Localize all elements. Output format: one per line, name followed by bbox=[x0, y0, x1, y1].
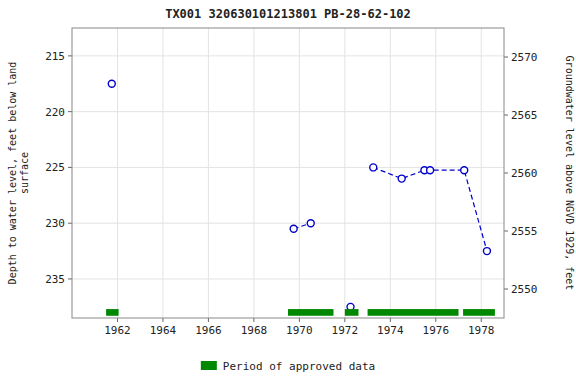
y-grid-line bbox=[72, 55, 504, 56]
y-axis-label-line: surface bbox=[19, 152, 30, 194]
x-tick bbox=[253, 318, 254, 322]
x-grid-line bbox=[162, 28, 163, 318]
x-tick bbox=[299, 318, 300, 322]
legend: Period of approved data bbox=[201, 360, 375, 373]
y-tick bbox=[68, 278, 72, 279]
x-tick-label: 1972 bbox=[332, 324, 359, 337]
x-tick bbox=[162, 318, 163, 322]
x-grid-line bbox=[344, 28, 345, 318]
plot-background bbox=[72, 28, 504, 318]
x-grid-line bbox=[208, 28, 209, 318]
x-tick-label: 1970 bbox=[286, 324, 313, 337]
series-marker bbox=[427, 167, 434, 174]
legend-label: Period of approved data bbox=[223, 360, 375, 373]
y2-tick bbox=[504, 115, 508, 116]
grid bbox=[72, 28, 504, 318]
series-marker bbox=[370, 164, 377, 171]
title: TX001 320630101213801 PB-28-62-102 bbox=[165, 7, 411, 21]
x-grid-line bbox=[481, 28, 482, 318]
approved-period-bar bbox=[345, 309, 359, 316]
x-tick bbox=[435, 318, 436, 322]
x-grid-line bbox=[253, 28, 254, 318]
series-marker bbox=[307, 220, 314, 227]
y-tick-label: 215 bbox=[45, 50, 65, 63]
y-tick-label: 235 bbox=[45, 273, 65, 286]
x-tick bbox=[117, 318, 118, 322]
y-axis-label-line: Depth to water level, feet below land bbox=[7, 62, 18, 285]
series-marker bbox=[108, 80, 115, 87]
y-tick bbox=[68, 223, 72, 224]
x-tick bbox=[390, 318, 391, 322]
plot-frame bbox=[72, 28, 504, 318]
x-tick-label: 1974 bbox=[377, 324, 404, 337]
y-tick-label: 220 bbox=[45, 106, 65, 119]
series-marker bbox=[290, 225, 297, 232]
data bbox=[106, 80, 495, 316]
y-axis-label: Depth to water level, feet below landsur… bbox=[7, 62, 30, 285]
series-line bbox=[373, 167, 487, 251]
y2-axis-label: Groundwater level above NGVD 1929, feet bbox=[564, 56, 575, 291]
approved-period-bar bbox=[106, 309, 119, 316]
y2-tick-label: 2550 bbox=[511, 283, 538, 296]
y2-tick-label: 2560 bbox=[511, 167, 538, 180]
y2-tick bbox=[504, 231, 508, 232]
y-grid-line bbox=[72, 278, 504, 279]
x-grid-line bbox=[435, 28, 436, 318]
x-tick-label: 1968 bbox=[241, 324, 268, 337]
y-grid-line bbox=[72, 111, 504, 112]
y2-tick bbox=[504, 173, 508, 174]
y-grid-line bbox=[72, 167, 504, 168]
x-grid-line bbox=[299, 28, 300, 318]
approved-period-bar bbox=[368, 309, 459, 316]
legend-swatch bbox=[201, 361, 217, 370]
y-grid-line bbox=[72, 223, 504, 224]
y-tick-label: 225 bbox=[45, 161, 65, 174]
y2-tick bbox=[504, 289, 508, 290]
series-marker bbox=[461, 167, 468, 174]
x-tick-label: 1966 bbox=[195, 324, 222, 337]
x-tick bbox=[481, 318, 482, 322]
approved-period-bar bbox=[288, 309, 333, 316]
x-tick bbox=[208, 318, 209, 322]
y-tick bbox=[68, 167, 72, 168]
x-tick-label: 1964 bbox=[150, 324, 177, 337]
y2-tick bbox=[504, 57, 508, 58]
x-tick-label: 1976 bbox=[423, 324, 450, 337]
y-tick bbox=[68, 55, 72, 56]
approved-period-bar bbox=[463, 309, 495, 316]
series-marker bbox=[483, 248, 490, 255]
x-tick-label: 1978 bbox=[468, 324, 495, 337]
y-tick-label: 230 bbox=[45, 217, 65, 230]
x-tick bbox=[344, 318, 345, 322]
y2-tick-label: 2555 bbox=[511, 225, 538, 238]
x-grid-line bbox=[117, 28, 118, 318]
y2-tick-label: 2565 bbox=[511, 109, 538, 122]
x-grid-line bbox=[390, 28, 391, 318]
x-tick-label: 1962 bbox=[104, 324, 131, 337]
y2-tick-label: 2570 bbox=[511, 51, 538, 64]
series-marker bbox=[398, 175, 405, 182]
y-tick bbox=[68, 111, 72, 112]
chart: 1962 1964 1966 1968 1970 1972 1974 1976 1978 215 2… bbox=[0, 0, 576, 384]
